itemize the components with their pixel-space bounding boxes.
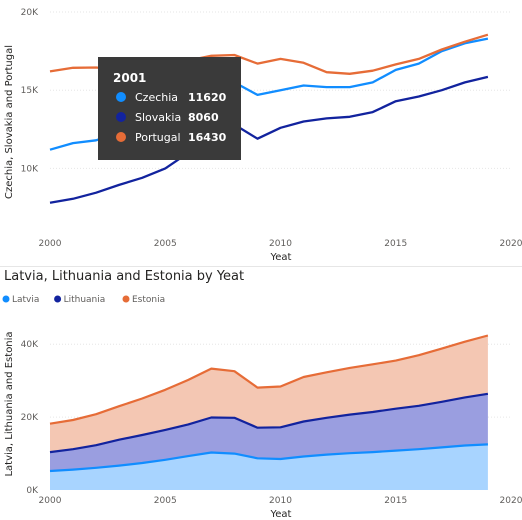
tooltip-title: 2001	[113, 71, 146, 85]
bottom-y-tick-labels: 0K 20K 40K	[21, 340, 39, 496]
top-x-tick-label: 2000	[39, 239, 62, 249]
bottom-y-tick-label: 0K	[26, 486, 39, 496]
area-fill-latvia	[50, 444, 488, 490]
top-x-tick-label: 2005	[154, 239, 177, 249]
hover-tooltip: 2001 Czechia 11620 Slovakia 8060 Portugal 164…	[98, 57, 241, 160]
area-fill-estonia	[50, 335, 488, 453]
tooltip-label-czechia: Czechia	[135, 91, 178, 104]
bottom-legend: Latvia Lithuania Estonia	[2, 295, 165, 305]
tooltip-value-czechia: 11620	[188, 91, 227, 104]
legend-label-lithuania: Lithuania	[64, 295, 106, 305]
bottom-y-tick-label: 20K	[21, 413, 39, 423]
legend-label-latvia: Latvia	[12, 295, 39, 305]
bottom-x-tick-labels: 2000 2005 2010 2015 2020	[39, 496, 522, 506]
area-line-estonia	[49, 334, 489, 425]
legend-swatch-estonia	[122, 295, 130, 303]
tooltip-swatch-czechia	[116, 92, 126, 102]
top-y-axis-title: Czechia, Slovakia and Portugal	[4, 45, 15, 199]
top-y-tick-label: 15K	[21, 86, 39, 96]
bottom-x-tick-label: 2020	[500, 496, 522, 506]
area-line-lithuania	[49, 392, 489, 454]
tooltip-background	[98, 57, 241, 160]
bottom-y-tick-label: 40K	[21, 340, 39, 350]
top-y-tick-label: 20K	[21, 8, 39, 18]
bottom-series-areas	[49, 334, 489, 490]
top-x-axis-title: Yeat	[270, 252, 292, 263]
tooltip-swatch-slovakia	[116, 112, 126, 122]
top-y-tick-labels: 10K 15K 20K	[21, 8, 39, 174]
bottom-x-tick-label: 2015	[384, 496, 407, 506]
tooltip-value-slovakia: 8060	[188, 111, 219, 124]
area-line-latvia	[49, 443, 488, 473]
top-x-tick-labels: 2000 2005 2010 2015 2020	[39, 239, 522, 249]
bottom-x-tick-label: 2005	[154, 496, 177, 506]
bottom-x-tick-label: 2010	[269, 496, 292, 506]
legend-swatch-lithuania	[54, 295, 62, 303]
bottom-area-chart: Latvia, Lithuania and Estonia by Yeat La…	[2, 269, 522, 520]
bottom-x-tick-label: 2000	[39, 496, 62, 506]
top-x-tick-label: 2010	[269, 239, 292, 249]
top-x-tick-label: 2020	[500, 239, 522, 249]
tooltip-swatch-portugal	[116, 132, 126, 142]
line-series-slovakia	[49, 75, 489, 204]
top-gridlines	[50, 11, 511, 169]
top-y-tick-label: 10K	[21, 164, 39, 174]
tooltip-label-slovakia: Slovakia	[135, 111, 181, 124]
legend-label-estonia: Estonia	[132, 295, 165, 305]
legend-swatch-latvia	[2, 295, 10, 303]
top-line-chart: 10K 15K 20K 2000 2005 2010 2015 2020 Yeat Czec…	[4, 8, 522, 263]
bottom-x-axis-title: Yeat	[270, 509, 292, 520]
top-x-tick-label: 2015	[384, 239, 407, 249]
tooltip-label-portugal: Portugal	[135, 131, 181, 144]
tooltip-value-portugal: 16430	[188, 131, 227, 144]
bottom-chart-title: Latvia, Lithuania and Estonia by Yeat	[4, 269, 244, 284]
bottom-y-axis-title: Latvia, Lithuania and Estonia	[4, 331, 15, 476]
